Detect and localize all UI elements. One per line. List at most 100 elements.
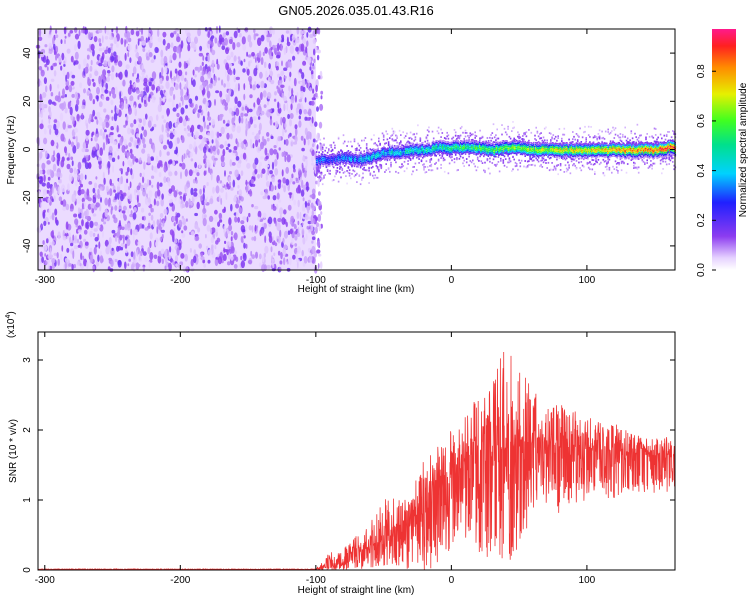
noise-cell bbox=[289, 113, 294, 119]
noise-cell bbox=[294, 231, 298, 235]
noise-cell bbox=[240, 112, 244, 118]
spectrum-halo-cell bbox=[493, 163, 496, 166]
spectrum-ridge-cell bbox=[376, 154, 379, 156]
noise-cell bbox=[110, 109, 113, 114]
noise-cell bbox=[60, 65, 63, 71]
spectrum-ridge-cell bbox=[387, 147, 390, 150]
spectrum-halo-cell bbox=[415, 132, 418, 135]
spectrum-ridge-cell bbox=[432, 146, 434, 148]
noise-cell bbox=[101, 79, 104, 88]
noise-cell bbox=[80, 189, 85, 195]
spectrum-ridge-cell bbox=[398, 156, 400, 158]
noise-cell bbox=[180, 40, 184, 49]
noise-cell bbox=[280, 43, 283, 52]
noise-cell bbox=[178, 102, 182, 108]
noise-cell bbox=[192, 79, 196, 87]
noise-cell bbox=[289, 71, 292, 78]
spectrum-halo-cell bbox=[480, 137, 483, 140]
spectrum-halo-cell bbox=[325, 166, 328, 169]
noise-cell bbox=[81, 148, 86, 153]
noise-cell bbox=[159, 236, 162, 242]
spectrum-halo-cell bbox=[491, 162, 494, 164]
spectrum-halo-cell bbox=[562, 133, 564, 136]
spectrum-halo-cell bbox=[509, 160, 512, 163]
spectrum-halo-cell bbox=[440, 136, 442, 138]
spectrum-ridge-cell bbox=[385, 148, 387, 150]
spectrum-ridge-cell bbox=[351, 153, 354, 155]
spectrum-halo-cell bbox=[390, 135, 392, 137]
noise-cell bbox=[50, 78, 55, 83]
spectrum-halo-cell bbox=[554, 168, 557, 171]
spectrum-ridge-cell bbox=[339, 158, 342, 160]
spectrum-halo-cell bbox=[453, 158, 456, 160]
noise-cell bbox=[215, 228, 219, 233]
noise-cell bbox=[129, 80, 132, 85]
spectrum-ridge-cell bbox=[350, 154, 353, 156]
spectrum-halo-cell bbox=[369, 173, 372, 176]
spectrum-ridge-cell bbox=[331, 157, 333, 160]
spectrum-ridge-cell bbox=[372, 150, 375, 152]
noise-cell bbox=[91, 208, 95, 214]
spectrum-ridge-cell bbox=[430, 154, 433, 157]
spectrum-halo-cell bbox=[430, 165, 433, 168]
spectrum-halo-cell bbox=[419, 138, 422, 140]
spectrum-ridge-cell bbox=[363, 154, 365, 157]
spectrum-ridge-cell bbox=[345, 163, 347, 166]
spectrum-halo-cell bbox=[356, 165, 358, 168]
noise-cell bbox=[305, 186, 310, 191]
noise-cell bbox=[310, 100, 315, 106]
noise-cell bbox=[309, 66, 312, 71]
noise-cell bbox=[96, 111, 101, 118]
spectrum-ridge-cell bbox=[367, 160, 369, 163]
spectrum-halo-cell bbox=[352, 169, 354, 172]
spectrum-halo-cell bbox=[553, 167, 556, 170]
spectrum-halo-cell bbox=[375, 165, 378, 167]
noise-cell bbox=[177, 69, 183, 77]
noise-cell bbox=[158, 172, 162, 178]
spectrum-halo-cell bbox=[545, 159, 547, 161]
spectrum-ridge-cell bbox=[443, 150, 446, 152]
spectrum-halo-cell bbox=[501, 133, 503, 136]
spectrum-ridge-cell bbox=[346, 160, 348, 163]
spectrum-halo-cell bbox=[337, 150, 340, 153]
noise-cell bbox=[310, 147, 313, 151]
noise-cell bbox=[40, 52, 45, 58]
spectrum-ridge-cell bbox=[442, 150, 444, 152]
noise-cell bbox=[53, 62, 58, 67]
noise-cell bbox=[60, 184, 66, 193]
noise-cell bbox=[134, 229, 138, 236]
spectrum-ridge-cell bbox=[381, 157, 383, 159]
noise-cell bbox=[281, 169, 284, 177]
spectrum-ridge-cell bbox=[431, 154, 434, 156]
noise-cell bbox=[151, 175, 155, 179]
noise-cell bbox=[189, 248, 192, 253]
noise-cell bbox=[96, 86, 100, 95]
spectrum-ridge-cell bbox=[440, 149, 442, 151]
spectrum-ridge-cell bbox=[445, 153, 448, 155]
noise-cell bbox=[289, 118, 292, 127]
noise-cell bbox=[302, 237, 306, 245]
spectrum-ridge-cell bbox=[386, 148, 388, 150]
spectrum-ridge-cell bbox=[363, 158, 365, 161]
spectrum-ridge-cell bbox=[444, 144, 447, 147]
spectrum-halo-cell bbox=[443, 170, 446, 173]
spectrum-halo-cell bbox=[514, 161, 517, 164]
noise-cell bbox=[137, 241, 141, 246]
spectrum-halo-cell bbox=[572, 164, 574, 167]
noise-cell bbox=[52, 163, 57, 172]
noise-cell bbox=[296, 26, 300, 35]
spectrum-ridge-cell bbox=[411, 152, 414, 154]
spectrum-ridge-cell bbox=[428, 144, 431, 147]
noise-cell bbox=[225, 123, 230, 127]
noise-cell bbox=[104, 197, 108, 206]
noise-cell bbox=[58, 196, 63, 202]
spectrum-halo-cell bbox=[367, 149, 369, 151]
spectrum-ridge-cell bbox=[417, 154, 419, 156]
spectrum-halo-cell bbox=[407, 163, 409, 165]
noise-cell bbox=[301, 228, 305, 236]
noise-cell bbox=[241, 36, 246, 45]
spectrum-ridge-cell bbox=[391, 146, 394, 149]
noise-cell bbox=[83, 238, 87, 243]
noise-cell bbox=[219, 219, 223, 223]
noise-cell bbox=[157, 255, 162, 264]
